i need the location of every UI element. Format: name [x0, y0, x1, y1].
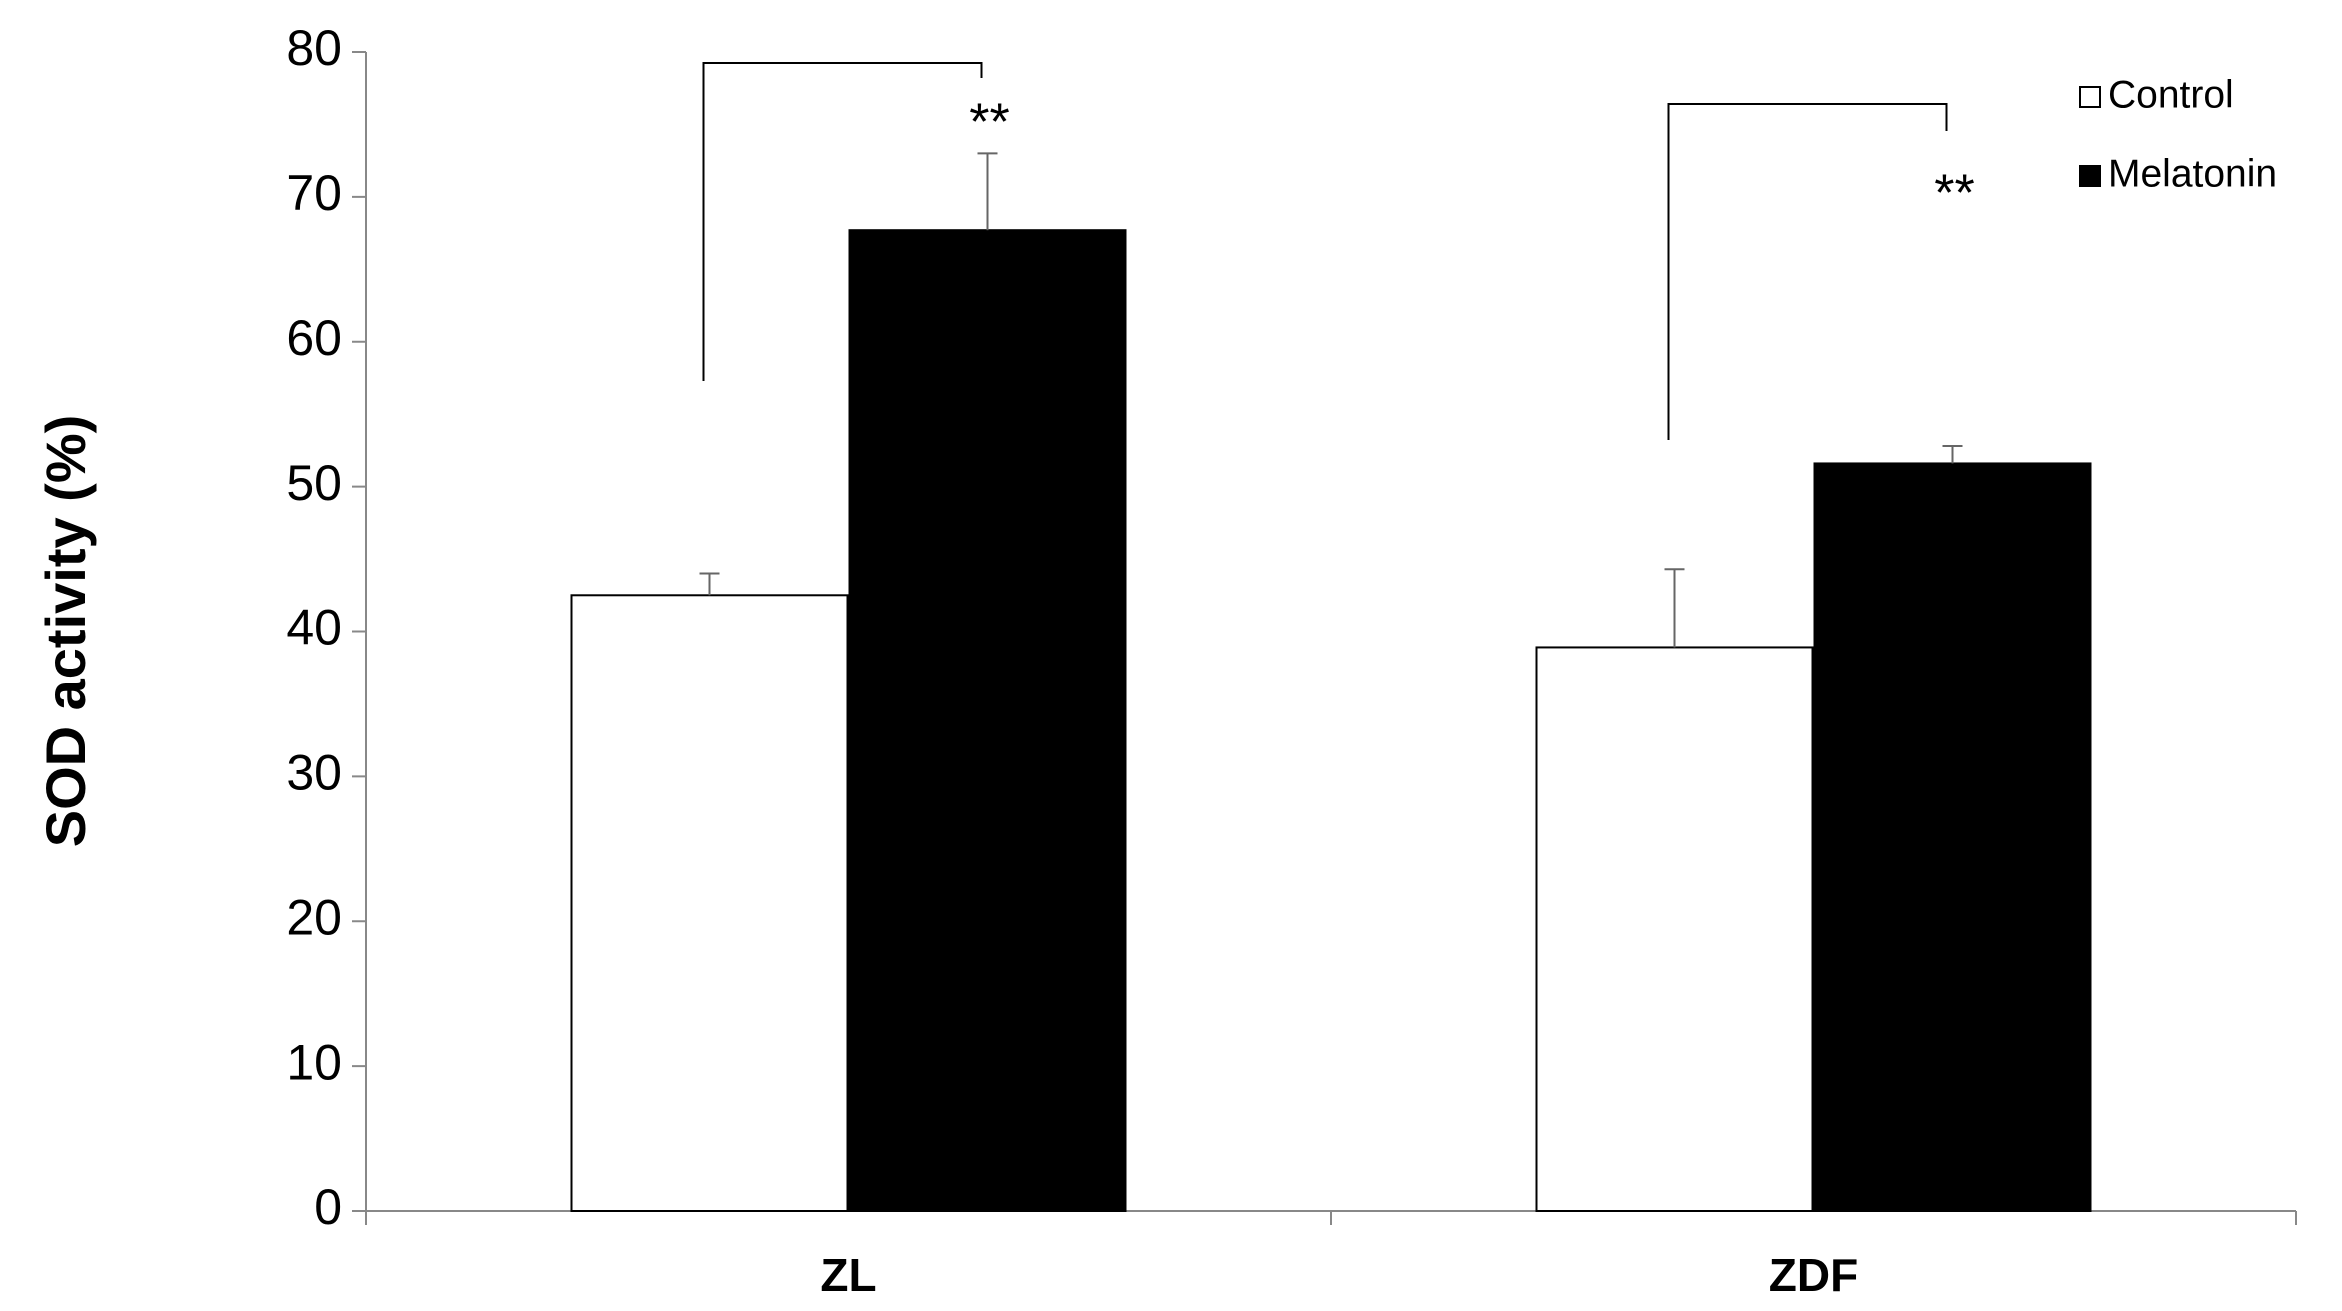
annotation: ** — [969, 94, 1009, 152]
y-tick-label: 50 — [286, 455, 342, 511]
annotation: ** — [1934, 165, 1974, 223]
legend-swatch — [2079, 165, 2101, 187]
y-tick-label: 70 — [286, 165, 342, 221]
bar — [1813, 462, 2092, 1212]
y-tick-label: 30 — [286, 745, 342, 801]
y-tick-label: 20 — [286, 889, 342, 945]
y-tick-label: 80 — [286, 20, 342, 76]
bar — [570, 594, 849, 1212]
significance-bracket — [1667, 103, 1948, 440]
legend-swatch — [2079, 86, 2101, 108]
y-axis-label: SOD activity (%) — [34, 415, 97, 848]
y-tick-label: 60 — [286, 310, 342, 366]
significance-bracket — [702, 62, 983, 381]
y-tick-label: 40 — [286, 600, 342, 656]
bar — [1535, 646, 1814, 1212]
x-tick-label: ZDF — [1769, 1249, 1858, 1301]
legend-label: Control — [2108, 73, 2234, 116]
y-tick-label: 10 — [286, 1034, 342, 1090]
legend-label: Melatonin — [2108, 152, 2277, 195]
x-tick-label: ZL — [820, 1249, 876, 1301]
y-tick-label: 0 — [314, 1179, 342, 1235]
bar — [848, 229, 1127, 1213]
